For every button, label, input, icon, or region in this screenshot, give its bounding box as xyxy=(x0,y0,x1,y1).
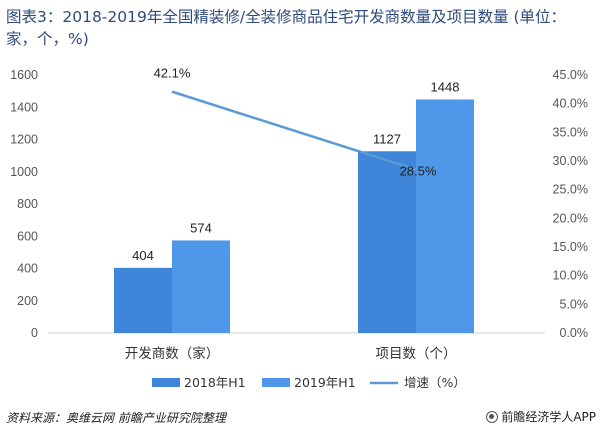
line-data-label: 42.1% xyxy=(154,66,191,81)
growth-line xyxy=(171,90,417,171)
y-left-tick-label: 0 xyxy=(31,326,38,340)
y-left-tick-label: 200 xyxy=(17,294,38,308)
bar xyxy=(114,267,172,333)
bar xyxy=(358,151,416,333)
y-right-tick-label: 20.0% xyxy=(553,211,588,225)
bar xyxy=(416,99,474,333)
line-data-label: 28.5% xyxy=(400,164,437,179)
y-right-tick-label: 15.0% xyxy=(553,240,588,254)
y-right-tick-label: 30.0% xyxy=(553,154,588,168)
bar xyxy=(172,240,230,333)
y-right-tick-label: 10.0% xyxy=(553,269,588,283)
source-note: 资料来源：奥维云网 前瞻产业研究院整理 xyxy=(6,411,226,425)
legend-label: 增速（%） xyxy=(404,375,466,390)
y-right-tick-label: 5.0% xyxy=(560,297,589,311)
y-left-tick-label: 1200 xyxy=(10,133,38,147)
y-right-tick-label: 0.0% xyxy=(560,326,589,340)
y-left-tick-label: 1600 xyxy=(10,68,38,82)
category-label: 开发商数（家） xyxy=(125,345,220,362)
brand-name: 前瞻经济学人APP xyxy=(501,410,596,424)
legend-label: 2019年H1 xyxy=(294,375,356,390)
bar-data-label: 574 xyxy=(190,220,212,235)
y-right-tick-label: 25.0% xyxy=(553,183,588,197)
y-left-tick-label: 1400 xyxy=(10,100,38,114)
y-right-tick-label: 35.0% xyxy=(553,125,588,139)
y-left-tick-label: 800 xyxy=(17,197,38,211)
y-left-tick-label: 1000 xyxy=(10,165,38,179)
bar-data-label: 1127 xyxy=(373,131,401,146)
category-label: 项目数（个） xyxy=(376,346,457,362)
legend-swatch xyxy=(152,378,180,387)
bar-data-label: 404 xyxy=(132,248,154,263)
legend-swatch xyxy=(262,378,290,387)
bar-data-label: 1448 xyxy=(431,80,460,95)
y-right-tick-label: 40.0% xyxy=(553,97,588,111)
brand-logo-icon xyxy=(486,410,499,423)
y-left-tick-label: 600 xyxy=(17,229,38,243)
chart-title: 图表3：2018-2019年全国精装修/全装修商品住宅开发商数量及项目数量 (单… xyxy=(6,8,567,48)
y-right-tick-label: 45.0% xyxy=(553,68,588,82)
brand-credit: 前瞻经济学人APP xyxy=(486,408,596,425)
legend-label: 2018年H1 xyxy=(184,375,246,390)
y-left-tick-label: 400 xyxy=(17,262,38,276)
